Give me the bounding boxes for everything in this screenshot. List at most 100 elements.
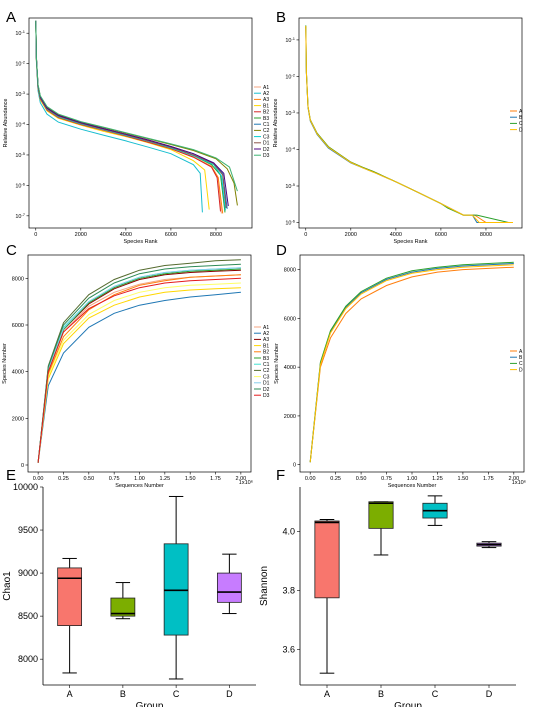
x-tick-label-f-a: A (324, 689, 330, 699)
x-axis-label-d: Sequences Number (388, 483, 437, 489)
legend-label-a-b3: B3 (263, 116, 269, 122)
y-tick-label-e: 8000 (18, 654, 38, 664)
y-axis-label-c: Species Number (2, 343, 8, 384)
y-tick-label-a: 10-2 (15, 60, 25, 68)
panel-letter-c: C (6, 242, 17, 259)
y-axis-label-d: Species Number (274, 343, 280, 384)
y-tick-label-b: 10-5 (285, 182, 295, 190)
x-tick-label-c: 2.00 (236, 476, 247, 482)
series-line-a-d2 (35, 20, 229, 207)
x-axis-label-b: Species Rank (394, 239, 428, 245)
series-line-c-d3 (37, 277, 241, 463)
box-e-c (163, 543, 189, 636)
y-axis-label-e: Chao1 (2, 571, 13, 601)
legend-label-c-d3: D3 (263, 393, 270, 399)
x-tick-label-e-d: D (226, 689, 233, 699)
legend-label-c-b1: B1 (263, 343, 269, 349)
x-tick-label-c: 0.25 (58, 476, 69, 482)
series-line-a-c2 (35, 20, 238, 206)
series-line-a-d1 (35, 21, 227, 209)
series-line-c-d2 (37, 263, 241, 463)
y-tick-label-c: 6000 (12, 323, 24, 329)
box-e-a (57, 567, 83, 627)
legend-label-a-c1: C1 (263, 122, 270, 128)
legend-label-a-a2: A2 (263, 91, 269, 97)
y-tick-label-b: 10-6 (285, 219, 295, 227)
legend-label-d-d: D (519, 367, 523, 373)
x-tick-label-a: 0 (34, 232, 37, 238)
y-tick-label-e: 9500 (18, 525, 38, 535)
y-tick-label-e: 8500 (18, 611, 38, 621)
legend-label-a-d1: D1 (263, 141, 270, 147)
y-tick-label-f: 3.6 (282, 645, 295, 655)
x-tick-label-d: 1.00 (407, 476, 418, 482)
x-tick-label-b: 6000 (435, 232, 447, 238)
panel-letter-b: B (276, 9, 286, 26)
y-tick-label-a: 10-5 (15, 151, 25, 159)
y-tick-label-a: 10-6 (15, 181, 25, 189)
y-tick-label-b: 10-1 (285, 36, 295, 44)
x-tick-label-d: 1.75 (483, 476, 494, 482)
x-tick-label-c: 0.50 (83, 476, 94, 482)
legend-label-a-c2: C2 (263, 128, 270, 134)
panel-letter-e: E (6, 467, 16, 484)
x-tick-label-a: 4000 (120, 232, 132, 238)
x-tick-label-a: 6000 (165, 232, 177, 238)
plot-frame-d (299, 254, 525, 473)
series-line-d-d (309, 264, 514, 463)
x-tick-label-d: 1.50 (458, 476, 469, 482)
legend-label-b-b: B (519, 115, 523, 121)
legend-label-a-c3: C3 (263, 134, 270, 140)
legend-label-d-a: A (519, 349, 523, 355)
legend-label-a-d2: D2 (263, 147, 270, 153)
series-line-a-c1 (35, 21, 228, 209)
x-tick-label-b: 0 (304, 232, 307, 238)
y-tick-label-d: 2000 (284, 414, 296, 420)
legend-label-a-b2: B2 (263, 110, 269, 116)
x-tick-label-d: 0.75 (381, 476, 392, 482)
plot-frame-b (298, 17, 523, 229)
y-tick-label-f: 3.8 (282, 585, 295, 595)
series-line-b-a (305, 25, 511, 223)
y-tick-label-b: 10-4 (285, 145, 295, 153)
panel-letter-a: A (6, 9, 16, 26)
x-tick-label-c: 1.50 (185, 476, 196, 482)
x-tick-label-d: 1.25 (432, 476, 443, 482)
series-line-d-c (309, 261, 514, 463)
panel-letter-d: D (276, 242, 287, 259)
series-line-a-d3 (35, 20, 238, 192)
x-tick-label-e-a: A (67, 689, 73, 699)
x-tick-label-e-c: C (173, 689, 180, 699)
series-line-c-d1 (37, 267, 241, 463)
y-tick-label-a: 10-1 (15, 29, 25, 37)
y-tick-label-c: 4000 (12, 370, 24, 376)
series-line-d-a (309, 266, 514, 463)
plot-frame-a (28, 17, 253, 229)
x-tick-label-a: 8000 (210, 232, 222, 238)
y-tick-label-c: 0 (21, 463, 24, 469)
x-axis-label-c: Sequences Number (115, 483, 164, 489)
x-tick-label-c: 1.00 (134, 476, 145, 482)
legend-label-b-d: D (519, 127, 523, 133)
y-tick-label-a: 10-7 (15, 212, 25, 220)
x-axis-label-f: Group (394, 701, 422, 707)
x-axis-label-e: Group (136, 701, 164, 707)
y-tick-label-d: 0 (293, 463, 296, 469)
legend-label-c-a2: A2 (263, 331, 269, 337)
series-line-c-a2 (37, 291, 241, 463)
x-axis-label-a: Species Rank (124, 239, 158, 245)
series-line-d-b (309, 263, 514, 463)
x-tick-label-b: 2000 (345, 232, 357, 238)
x-exponent-label-c: 1x10⁶ (239, 479, 253, 486)
series-line-c-c2 (37, 259, 241, 463)
series-line-b-c (305, 25, 509, 223)
legend-label-c-b3: B3 (263, 356, 269, 362)
box-f-a (314, 520, 340, 599)
box-e-b (110, 597, 136, 617)
series-line-c-b1 (37, 287, 241, 463)
x-tick-label-f-c: C (432, 689, 439, 699)
legend-label-b-a: A (519, 109, 523, 115)
y-tick-label-d: 4000 (284, 365, 296, 371)
x-tick-label-b: 8000 (480, 232, 492, 238)
y-axis-label-b: Relative Abundance (273, 99, 279, 148)
